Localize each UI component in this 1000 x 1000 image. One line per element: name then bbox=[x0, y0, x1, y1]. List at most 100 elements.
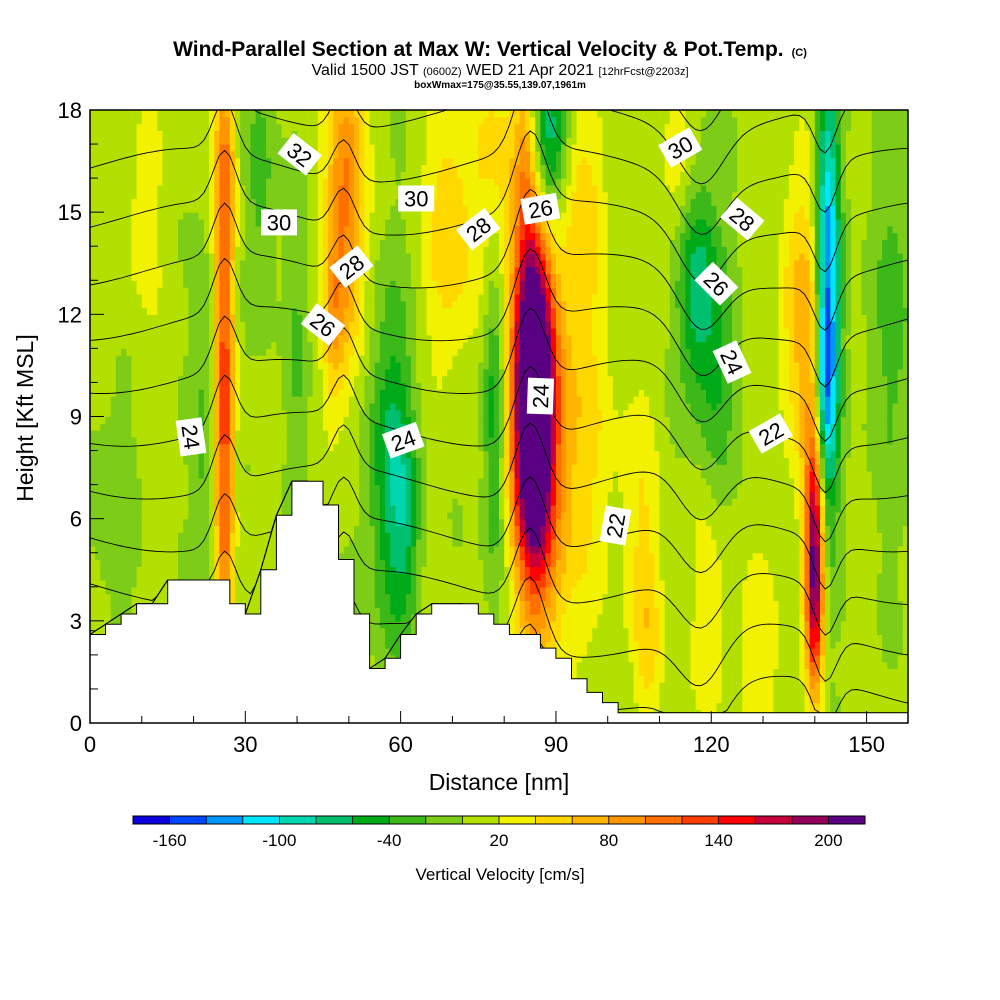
velocity-cell bbox=[266, 389, 272, 397]
velocity-cell bbox=[193, 491, 200, 499]
velocity-cell bbox=[354, 218, 360, 227]
velocity-cell bbox=[141, 525, 148, 533]
velocity-cell bbox=[115, 218, 122, 227]
velocity-cell bbox=[146, 171, 153, 179]
velocity-cell bbox=[354, 518, 360, 527]
velocity-cell bbox=[121, 205, 127, 213]
velocity-cell bbox=[369, 505, 376, 513]
velocity-cell bbox=[141, 184, 148, 193]
velocity-cell bbox=[172, 218, 179, 227]
velocity-cell bbox=[90, 171, 96, 179]
velocity-cell bbox=[188, 178, 195, 186]
velocity-cell bbox=[348, 198, 355, 206]
velocity-cell bbox=[343, 198, 350, 206]
velocity-cell bbox=[141, 586, 148, 595]
velocity-cell bbox=[234, 457, 241, 465]
velocity-cell bbox=[110, 423, 117, 431]
velocity-cell bbox=[343, 232, 350, 241]
velocity-cell bbox=[198, 552, 205, 561]
velocity-cell bbox=[203, 389, 210, 397]
velocity-cell bbox=[286, 273, 293, 281]
velocity-cell bbox=[110, 164, 117, 172]
velocity-cell bbox=[255, 184, 262, 193]
velocity-cell bbox=[338, 545, 345, 554]
velocity-cell bbox=[255, 559, 262, 567]
velocity-cell bbox=[193, 470, 200, 479]
velocity-cell bbox=[131, 157, 138, 166]
velocity-cell bbox=[90, 184, 96, 193]
velocity-cell bbox=[214, 498, 221, 506]
velocity-cell bbox=[343, 171, 350, 179]
velocity-cell bbox=[369, 416, 376, 424]
velocity-cell bbox=[312, 246, 319, 254]
velocity-cell bbox=[338, 157, 345, 166]
velocity-cell bbox=[188, 341, 195, 349]
velocity-cell bbox=[126, 246, 133, 254]
velocity-cell bbox=[369, 205, 376, 213]
velocity-cell bbox=[152, 436, 158, 445]
velocity-cell bbox=[348, 164, 355, 172]
velocity-cell bbox=[188, 491, 195, 499]
velocity-cell bbox=[322, 382, 329, 390]
velocity-cell bbox=[322, 184, 329, 193]
velocity-cell bbox=[255, 491, 262, 499]
velocity-cell bbox=[297, 191, 303, 200]
velocity-cell bbox=[146, 110, 153, 118]
velocity-cell bbox=[307, 212, 314, 220]
velocity-cell bbox=[146, 253, 153, 261]
velocity-cell bbox=[162, 164, 169, 172]
velocity-cell bbox=[343, 477, 350, 486]
velocity-cell bbox=[121, 600, 127, 608]
velocity-cell bbox=[178, 293, 184, 302]
velocity-cell bbox=[146, 498, 153, 506]
velocity-cell bbox=[281, 123, 288, 132]
velocity-cell bbox=[229, 416, 236, 424]
velocity-cell bbox=[188, 382, 195, 390]
velocity-cell bbox=[90, 382, 96, 390]
velocity-cell bbox=[203, 259, 210, 268]
velocity-cell bbox=[141, 559, 148, 567]
velocity-cell bbox=[322, 484, 329, 493]
velocity-cell bbox=[146, 389, 153, 397]
velocity-cell bbox=[276, 246, 283, 254]
velocity-cell bbox=[152, 273, 158, 281]
velocity-cell bbox=[193, 266, 200, 275]
velocity-cell bbox=[172, 430, 179, 438]
velocity-cell bbox=[121, 130, 127, 138]
velocity-cell bbox=[188, 362, 195, 370]
velocity-cell bbox=[354, 389, 360, 397]
velocity-cell bbox=[291, 232, 298, 241]
velocity-cell bbox=[193, 511, 200, 520]
velocity-cell bbox=[157, 287, 164, 295]
velocity-cell bbox=[286, 239, 293, 247]
velocity-cell bbox=[146, 443, 153, 452]
velocity-cell bbox=[359, 137, 365, 145]
velocity-cell bbox=[152, 225, 158, 234]
velocity-cell bbox=[354, 532, 360, 540]
velocity-cell bbox=[178, 239, 184, 247]
velocity-cell bbox=[250, 293, 257, 302]
velocity-cell bbox=[100, 246, 107, 254]
velocity-cell bbox=[162, 484, 169, 493]
velocity-cell bbox=[100, 518, 107, 527]
velocity-cell bbox=[281, 362, 288, 370]
velocity-cell bbox=[193, 382, 200, 390]
velocity-cell bbox=[322, 225, 329, 234]
velocity-cell bbox=[167, 246, 174, 254]
velocity-cell bbox=[100, 430, 107, 438]
velocity-cell bbox=[281, 171, 288, 179]
velocity-cell bbox=[271, 171, 277, 179]
velocity-cell bbox=[157, 280, 164, 288]
velocity-cell bbox=[317, 157, 324, 166]
velocity-cell bbox=[162, 157, 169, 166]
velocity-cell bbox=[198, 545, 205, 554]
velocity-cell bbox=[312, 409, 319, 418]
velocity-cell bbox=[343, 375, 350, 384]
velocity-cell bbox=[162, 511, 169, 520]
velocity-cell bbox=[234, 321, 241, 329]
velocity-cell bbox=[354, 123, 360, 132]
velocity-cell bbox=[317, 205, 324, 213]
velocity-cell bbox=[271, 552, 277, 561]
velocity-cell bbox=[183, 150, 189, 159]
velocity-cell bbox=[193, 137, 200, 145]
